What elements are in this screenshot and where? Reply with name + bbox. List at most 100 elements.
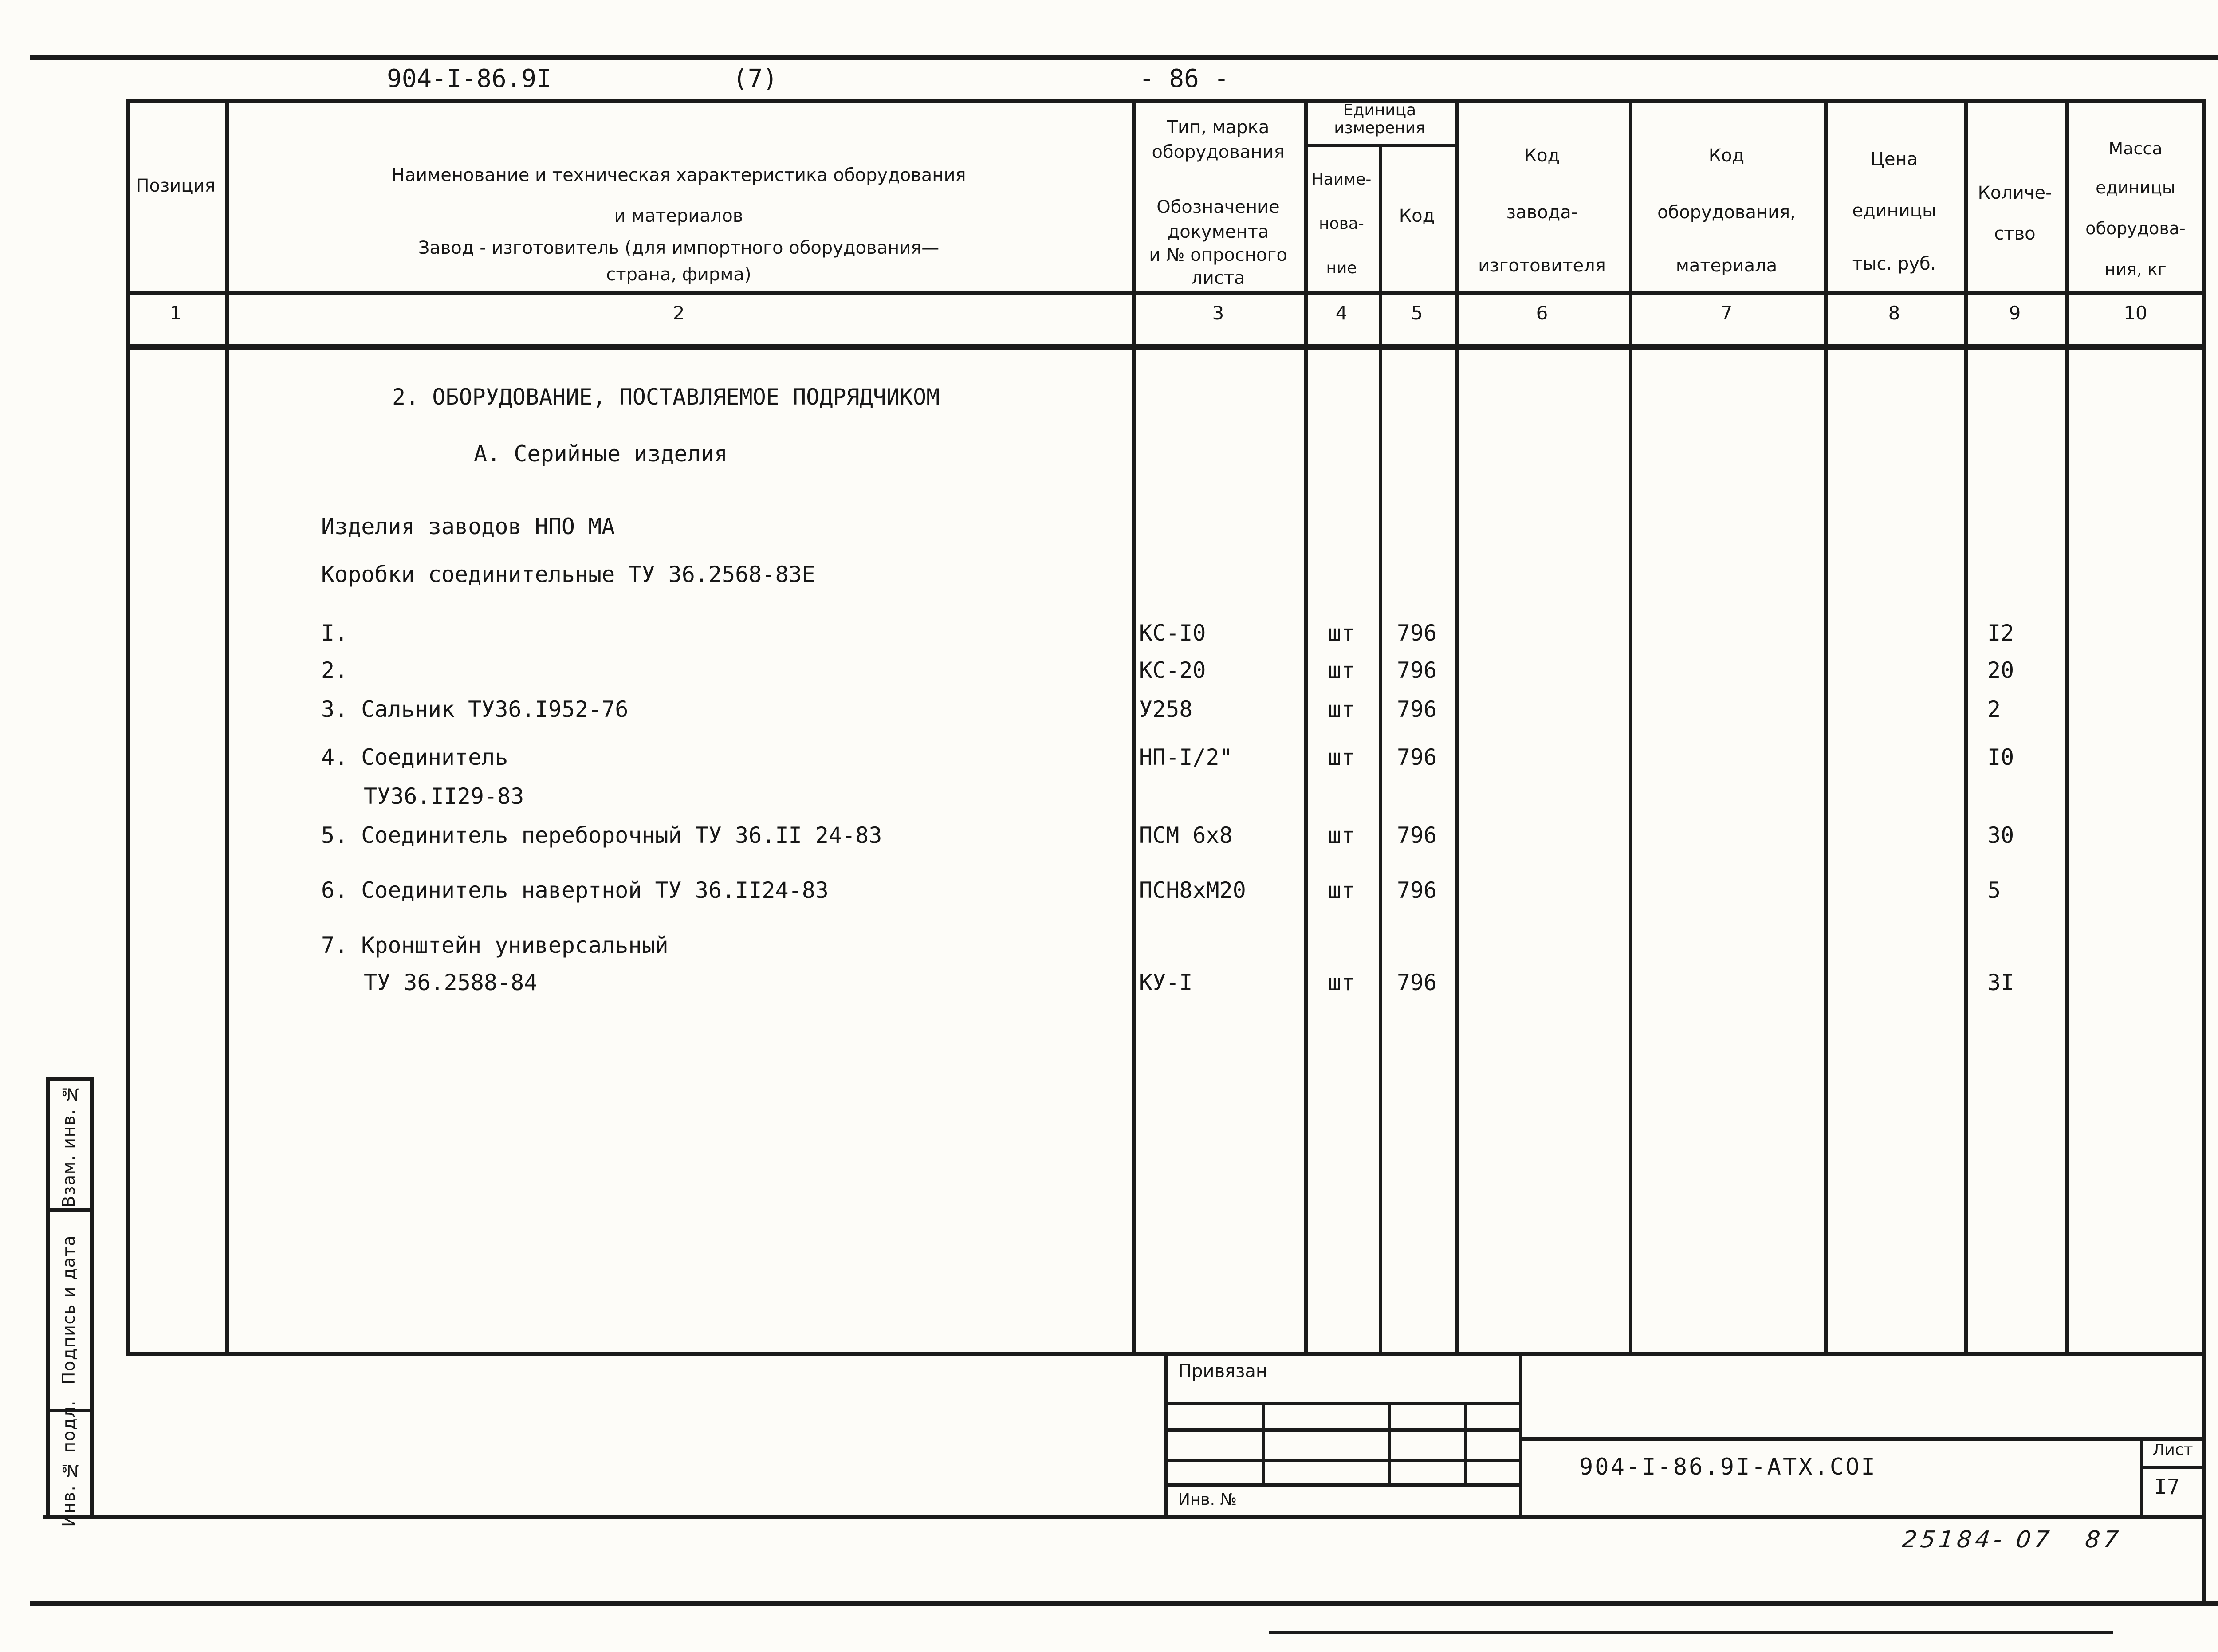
header-label: изготовителя bbox=[1478, 257, 1606, 277]
sidebar-box-inv-podl: Инв. № подл. bbox=[46, 1400, 94, 1527]
header-label: Наименование и техническая характеристик… bbox=[391, 167, 966, 186]
bottom-rule-secondary bbox=[1269, 1631, 2113, 1634]
row-unit: шт bbox=[1328, 969, 1355, 995]
row-unit-code: 796 bbox=[1396, 877, 1437, 903]
header-unit-code: Код bbox=[1379, 99, 1455, 291]
sheet-box-divider bbox=[2140, 1437, 2143, 1517]
col-number-1: 1 bbox=[169, 303, 182, 325]
binding-box-left bbox=[1164, 1352, 1168, 1517]
sidebar-box-vzam-inv: Взам. инв. № bbox=[46, 1077, 94, 1212]
header-label: Цена bbox=[1870, 151, 1918, 170]
row-name: I. bbox=[321, 619, 348, 646]
group-line-1: Изделия заводов НПО МА bbox=[321, 513, 615, 539]
row-qty: I0 bbox=[1987, 743, 2014, 770]
row-qty: 5 bbox=[1987, 877, 2001, 903]
row-type: КУ-I bbox=[1139, 969, 1193, 995]
row-unit-code: 796 bbox=[1396, 657, 1437, 683]
row-unit: шт bbox=[1328, 877, 1355, 903]
stamp-doc-code: 904-I-86.9I-АТХ.СОI bbox=[1579, 1455, 1877, 1482]
header-label: оборудования, bbox=[1657, 204, 1796, 224]
header-price: Цена единицы тыс. руб. bbox=[1824, 99, 1964, 291]
row-name: 6. Соединитель навертной ТУ 36.II24-83 bbox=[321, 877, 829, 903]
page-number: - 86 - bbox=[1139, 66, 1229, 94]
sidebar-label: Взам. инв. № bbox=[60, 1082, 80, 1207]
header-factory-code: Код завода- изготовителя bbox=[1455, 99, 1629, 291]
binding-box-right bbox=[1519, 1352, 1522, 1517]
header-quantity: Количе- ство bbox=[1964, 99, 2065, 291]
header-label: листа bbox=[1191, 270, 1245, 289]
row-unit-code: 796 bbox=[1396, 743, 1437, 770]
top-rule bbox=[30, 55, 2218, 60]
row-unit: шт bbox=[1328, 657, 1355, 683]
bottom-rule bbox=[30, 1601, 2218, 1606]
col-divider-1-2 bbox=[225, 99, 229, 1356]
table-left-border bbox=[126, 99, 130, 1356]
col-divider-2-3 bbox=[1132, 99, 1136, 1356]
col-number-4: 4 bbox=[1335, 303, 1348, 325]
header-equipment-code: Код оборудования, материала bbox=[1629, 99, 1824, 291]
row-qty: 30 bbox=[1987, 822, 2014, 848]
header-name: Наименование и техническая характеристик… bbox=[225, 99, 1132, 291]
title-block-bottom-border bbox=[43, 1515, 2206, 1519]
col-number-3: 3 bbox=[1212, 303, 1224, 325]
col-divider-3-4 bbox=[1304, 99, 1308, 1356]
row-type: ПСН8хМ20 bbox=[1139, 877, 1246, 903]
binding-label: Привязан bbox=[1178, 1363, 1268, 1382]
header-label: и материалов bbox=[614, 208, 743, 227]
row-unit-code: 796 bbox=[1396, 696, 1437, 722]
row-qty: I2 bbox=[1987, 619, 2014, 646]
header-label: Код bbox=[1708, 147, 1745, 167]
header-label: и № опросного bbox=[1149, 247, 1287, 266]
header-label: Тип, марка bbox=[1167, 119, 1270, 138]
header-unit-mass: Масса единицы оборудова- ния, кг bbox=[2065, 99, 2206, 291]
sidebar-label: Подпись и дата bbox=[60, 1235, 80, 1385]
row-unit: шт bbox=[1328, 696, 1355, 722]
col-number-2: 2 bbox=[672, 303, 685, 325]
header-label: оборудования bbox=[1152, 144, 1285, 163]
col-divider-4-5 bbox=[1379, 144, 1382, 1356]
header-label: ство bbox=[1994, 225, 2036, 245]
row-type: У258 bbox=[1139, 696, 1193, 722]
col-number-10: 10 bbox=[2124, 303, 2147, 325]
sheet-number: I7 bbox=[2154, 1475, 2180, 1499]
table-right-border bbox=[2202, 99, 2206, 1606]
header-label: Обозначение bbox=[1156, 199, 1280, 218]
row-name: 5. Соединитель переборочный ТУ 36.II 24-… bbox=[321, 822, 882, 848]
row-name-line2: ТУ36.II29-83 bbox=[364, 783, 524, 809]
sidebar-box-podpis-data: Подпись и дата bbox=[46, 1208, 94, 1412]
row-unit-code: 796 bbox=[1396, 969, 1437, 995]
col-number-5: 5 bbox=[1411, 303, 1423, 325]
row-name: 2. bbox=[321, 657, 348, 683]
col-number-8: 8 bbox=[1888, 303, 1900, 325]
header-label: единицы bbox=[2096, 179, 2175, 199]
col-number-9: 9 bbox=[2009, 303, 2021, 325]
row-qty: 2 bbox=[1987, 696, 2001, 722]
col-number-7: 7 bbox=[1720, 303, 1733, 325]
header-label: единицы bbox=[1852, 202, 1936, 222]
header-type-mark: Тип, марка оборудования Обозначение доку… bbox=[1132, 99, 1304, 291]
row-type: ПСМ 6х8 bbox=[1139, 822, 1233, 848]
col-divider-7-8 bbox=[1824, 99, 1828, 1356]
handwritten-archive-number: 25184- 07 87 bbox=[1900, 1528, 2123, 1554]
header-label: материала bbox=[1675, 257, 1778, 277]
group-line-2: Коробки соединительные ТУ 36.2568-83Е bbox=[321, 561, 815, 587]
header-label: Количе- bbox=[1978, 185, 2052, 204]
numbers-row-line bbox=[126, 344, 2206, 350]
header-label: тыс. руб. bbox=[1852, 256, 1936, 275]
row-name-line2: ТУ 36.2588-84 bbox=[364, 969, 538, 995]
header-label: ние bbox=[1326, 261, 1357, 279]
binding-grid-line bbox=[1164, 1402, 1519, 1405]
row-unit: шт bbox=[1328, 619, 1355, 646]
row-type: НП-I/2" bbox=[1139, 743, 1233, 770]
header-label: Единица bbox=[1343, 103, 1416, 121]
header-label: нова- bbox=[1319, 216, 1364, 234]
row-unit: шт bbox=[1328, 822, 1355, 848]
header-label: Масса bbox=[2108, 140, 2163, 160]
row-name: 3. Сальник ТУ36.I952-76 bbox=[321, 696, 629, 722]
binding-grid-line bbox=[1164, 1459, 1519, 1462]
row-qty: 20 bbox=[1987, 657, 2014, 683]
header-label: документа bbox=[1167, 224, 1269, 243]
col-divider-6-7 bbox=[1629, 99, 1632, 1356]
